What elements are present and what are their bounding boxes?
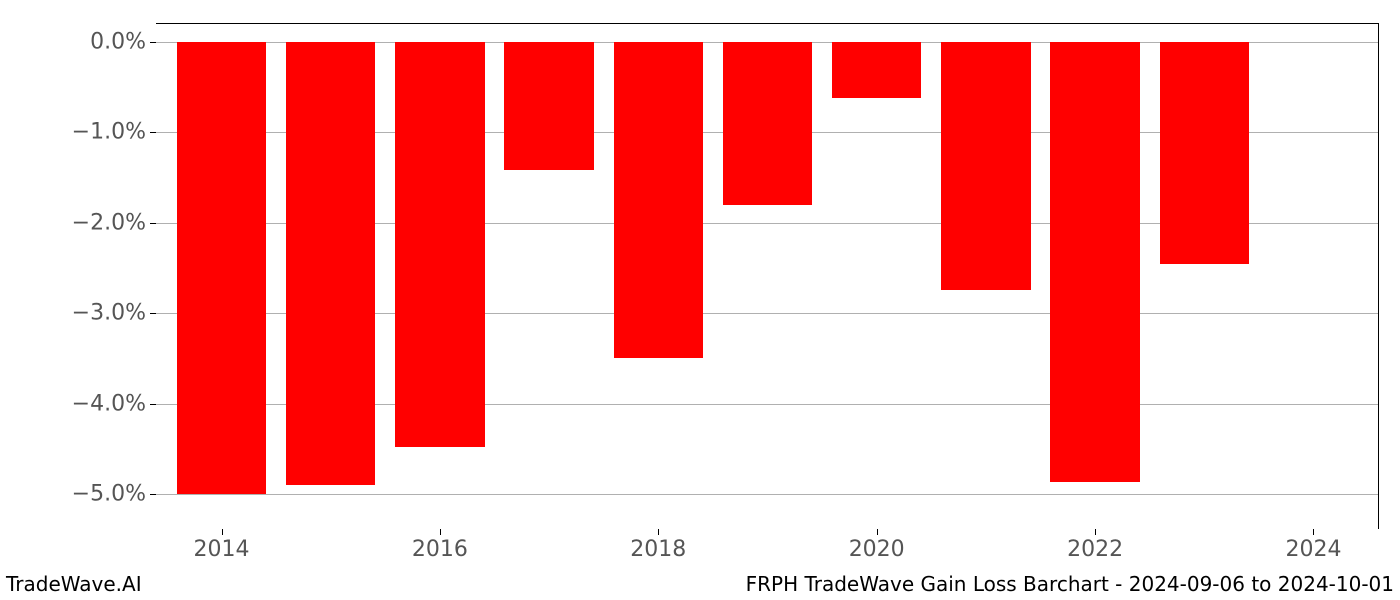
y-tick-label: −4.0% [72,391,156,416]
bar [395,42,485,447]
x-tick-label: 2020 [849,529,905,562]
chart-figure: 0.0% −1.0% −2.0% −3.0% −4.0% −5.0% 2014 2016 201… [0,0,1400,600]
bar [941,42,1031,290]
x-tick-label: 2024 [1285,529,1341,562]
bar [1160,42,1250,264]
bar [832,42,922,98]
y-tick-label: −5.0% [72,481,156,506]
y-tick-label: −3.0% [72,301,156,326]
bar [177,42,267,494]
y-tick-label: −1.0% [72,120,156,145]
x-tick-label: 2016 [412,529,468,562]
plot-area: 0.0%−1.0%−2.0%−3.0%−4.0%−5.0%20142016201… [156,23,1379,529]
bar [1050,42,1140,482]
bar [504,42,594,170]
x-tick-label: 2014 [194,529,250,562]
x-tick-label: 2018 [630,529,686,562]
y-tick-label: 0.0% [90,30,156,55]
y-tick-label: −2.0% [72,210,156,235]
x-tick-label: 2022 [1067,529,1123,562]
y-gridline [156,494,1378,495]
footer-branding: TradeWave.AI [6,572,142,596]
bar [723,42,813,205]
bar [614,42,704,358]
footer-caption: FRPH TradeWave Gain Loss Barchart - 2024… [746,572,1394,596]
bar [286,42,376,485]
